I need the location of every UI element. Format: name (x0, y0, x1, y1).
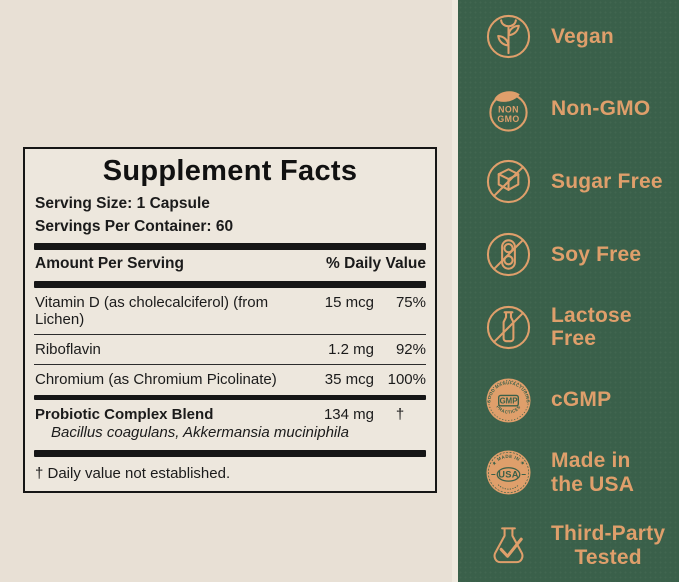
claim-label: Vegan (551, 24, 614, 48)
nutrient-amount: 35 mcg (324, 371, 374, 388)
supplement-facts-table: Supplement Facts Serving Size: 1 Capsule… (23, 147, 437, 493)
facts-title: Supplement Facts (102, 155, 358, 187)
claim-label: Sugar Free (551, 170, 663, 194)
claim-sugar-free: Sugar Free (458, 146, 679, 219)
non-gmo-text-line2: GMO (497, 114, 519, 124)
rule-thin (34, 364, 426, 365)
usa-seal-center-text: USA (498, 470, 519, 480)
cgmp-seal-icon: GOOD MANUFACTURING PRACTICES GMP (486, 378, 531, 423)
blend-amount: 134 mg (323, 406, 374, 423)
non-gmo-icon: NON GMO (489, 90, 528, 132)
nutrient-name: Riboflavin (35, 341, 101, 358)
nutrient-amount: 1.2 mg (328, 341, 374, 358)
vegan-plant-icon (486, 14, 531, 58)
panel-divider (452, 0, 458, 582)
table-row-vitamin-d: Vitamin D (as cholecalciferol) (from Lic… (34, 288, 426, 334)
serving-size: Serving Size: 1 Capsule (35, 195, 210, 212)
rule-heavy (34, 243, 426, 250)
claim-third-party-tested: Third-Party Tested (458, 509, 679, 582)
claim-made-in-usa: ★ MADE IN ★ USA Made in the USA (458, 437, 679, 510)
rule-heavy (34, 281, 426, 288)
claim-label: Lactose Free (551, 303, 632, 351)
table-row-probiotic-blend: Probiotic Complex Blend 134 mg † (34, 400, 426, 424)
made-in-usa-seal-icon: ★ MADE IN ★ USA (486, 450, 531, 495)
nutrient-daily-value: 100% (387, 371, 426, 388)
nutrient-name: Chromium (as Chromium Picolinate) (35, 371, 277, 388)
blend-ingredients: Bacillus coagulans, Akkermansia muciniph… (51, 424, 349, 441)
table-row-chromium: Chromium (as Chromium Picolinate) 35 mcg… (34, 365, 426, 394)
daily-value-header: % Daily Value (326, 255, 426, 272)
lactose-free-bottle-icon (486, 305, 531, 349)
facts-header-row: Amount Per Serving % Daily Value (34, 250, 426, 279)
claim-label: Third-Party Tested (551, 521, 666, 569)
claim-label: cGMP (551, 388, 612, 412)
claim-vegan: Vegan (458, 0, 679, 73)
rule-thin (34, 334, 426, 335)
claim-label: Soy Free (551, 242, 642, 266)
servings-per-container: Servings Per Container: 60 (35, 218, 234, 235)
sugar-free-cube-icon (486, 160, 531, 204)
nutrient-daily-value: 92% (395, 341, 426, 358)
soy-free-bean-icon (486, 233, 531, 277)
daily-value-footnote: † Daily value not established. (35, 465, 231, 482)
claim-label: Non-GMO (551, 97, 651, 121)
claim-cgmp: GOOD MANUFACTURING PRACTICES GMP cGMP (458, 364, 679, 437)
table-row-riboflavin: Riboflavin 1.2 mg 92% (34, 335, 426, 364)
cgmp-seal-center-text: GMP (500, 396, 518, 405)
nutrient-name: Vitamin D (as cholecalciferol) (from Lic… (35, 294, 269, 328)
claim-lactose-free: Lactose Free (458, 291, 679, 364)
rule-heavy (34, 450, 426, 457)
third-party-tested-flask-icon (493, 527, 524, 564)
blend-name: Probiotic Complex Blend (35, 406, 214, 423)
claim-non-gmo: NON GMO Non-GMO (458, 73, 679, 146)
claim-soy-free: Soy Free (458, 218, 679, 291)
nutrient-daily-value: 75% (395, 294, 426, 311)
blend-daily-value-dagger: † (395, 406, 405, 423)
claim-label: Made in the USA (551, 449, 635, 496)
non-gmo-text-line1: NON (498, 104, 519, 114)
claims-panel: Vegan NON GMO Non-GMO (458, 0, 679, 582)
amount-per-serving-header: Amount Per Serving (35, 255, 184, 272)
rule-medium (34, 395, 426, 400)
nutrient-amount: 15 mcg (324, 294, 374, 311)
